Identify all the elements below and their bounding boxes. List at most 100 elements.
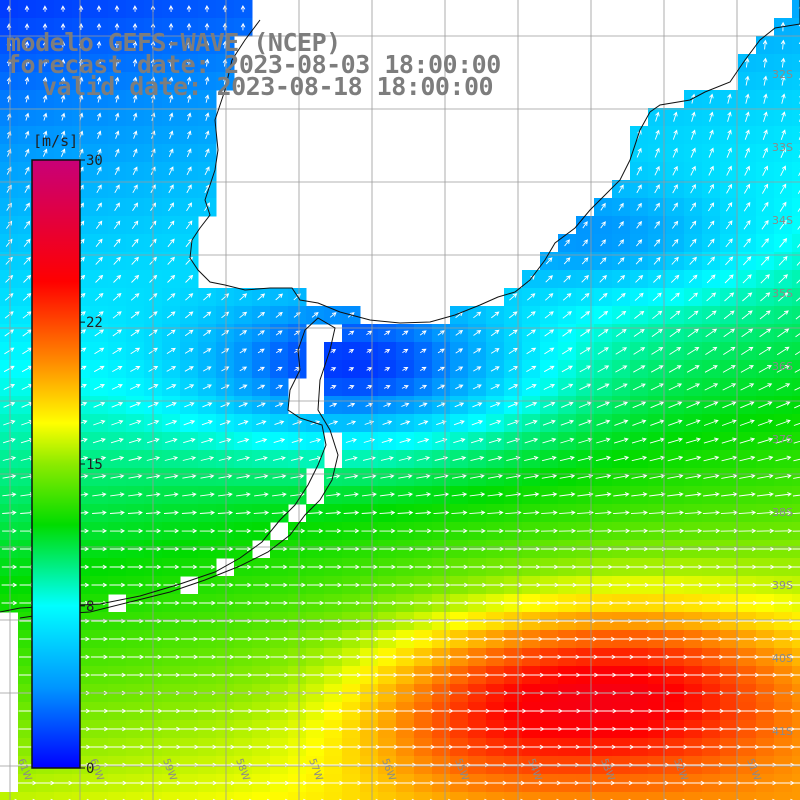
wind-arrow [739,473,756,479]
wind-arrow [743,201,751,212]
wind-arrow [307,510,324,515]
wind-arrow [580,329,591,337]
wind-arrow [187,130,192,139]
wind-arrow [414,582,433,588]
wind-arrow [615,365,628,373]
wind-arrow [163,528,180,534]
wind-arrow [685,473,702,479]
wind-arrow [666,528,685,534]
wind-arrow [108,708,127,714]
wind-arrow [126,654,145,660]
wind-arrow [94,292,104,301]
wind-arrow [506,437,521,444]
wind-arrow [275,348,283,354]
wind-arrow [617,257,625,265]
wind-arrow [562,293,572,301]
wind-arrow [577,492,594,497]
wind-arrow [397,546,414,552]
wind-arrow [524,419,538,426]
wind-arrow [419,402,428,408]
wind-cell [792,36,800,55]
wind-arrow [508,329,518,337]
wind-arrow [400,420,411,426]
wind-arrow [562,329,573,337]
wind-arrow [360,600,379,606]
wind-arrow [468,582,487,588]
wind-arrow [614,401,629,409]
wind-cell [432,792,451,800]
wind-arrow [290,456,304,461]
wind-arrow [416,474,431,479]
wind-arrow [24,112,30,121]
wind-arrow [169,130,174,139]
wind-arrow [168,112,174,121]
wind-arrow [558,564,577,570]
wind-cell [792,180,800,199]
wind-arrow [780,75,786,86]
wind-arrow [742,274,752,284]
wind-arrow [167,293,176,301]
wind-arrow [128,456,143,461]
wind-arrow [257,330,265,336]
wind-arrow [348,330,355,336]
wind-arrow [366,348,373,354]
wind-arrow [633,328,645,337]
colorbar-label: 8 [86,599,94,615]
wind-arrow [468,564,487,570]
wind-arrow [184,384,195,390]
wind-arrow [490,329,500,337]
wind-arrow [202,366,212,372]
wind-arrow [417,438,430,444]
latitude-label: 39S [772,579,793,592]
wind-arrow [703,473,720,479]
wind-arrow [113,256,121,265]
wind-arrow [239,348,247,354]
wind-arrow [432,582,451,588]
wind-arrow [653,274,662,283]
wind-cell [72,792,91,800]
wind-cell [774,792,793,800]
wind-cell [288,792,307,800]
wind-arrow [650,365,664,373]
wind-arrow [235,528,252,534]
wind-arrow [42,23,48,30]
wind-arrow [453,420,465,426]
wind-arrow [401,402,410,407]
wind-arrow [167,220,175,230]
wind-arrow [109,528,126,534]
wind-arrow [473,366,482,372]
wind-arrow [108,726,127,732]
wind-arrow [740,365,754,373]
wind-arrow [108,744,127,750]
wind-cell [792,414,800,433]
wind-arrow [738,528,757,534]
wind-arrow [487,474,503,479]
wind-arrow [669,328,681,338]
wind-arrow [307,582,324,588]
wind-arrow [347,402,356,407]
wind-arrow [473,348,482,354]
wind-cell [756,792,775,800]
wind-arrow [666,546,685,552]
wind-arrow [184,366,194,372]
wind-arrow [114,40,120,49]
wind-arrow [199,510,216,515]
wind-arrow [563,275,571,283]
wind-arrow [398,456,413,461]
wind-arrow [222,58,228,67]
wind-cell [522,792,541,800]
wind-arrow [129,401,142,408]
wind-arrow [741,328,754,338]
wind-arrow [181,564,198,570]
wind-arrow [127,600,144,606]
wind-arrow [705,346,718,355]
wind-arrow [686,419,701,426]
wind-arrow [653,256,661,265]
wind-arrow [790,674,800,676]
wind-arrow [600,221,606,229]
wind-cell [540,792,559,800]
wind-arrow [184,329,194,337]
wind-arrow [635,257,643,265]
wind-arrow [95,220,103,229]
